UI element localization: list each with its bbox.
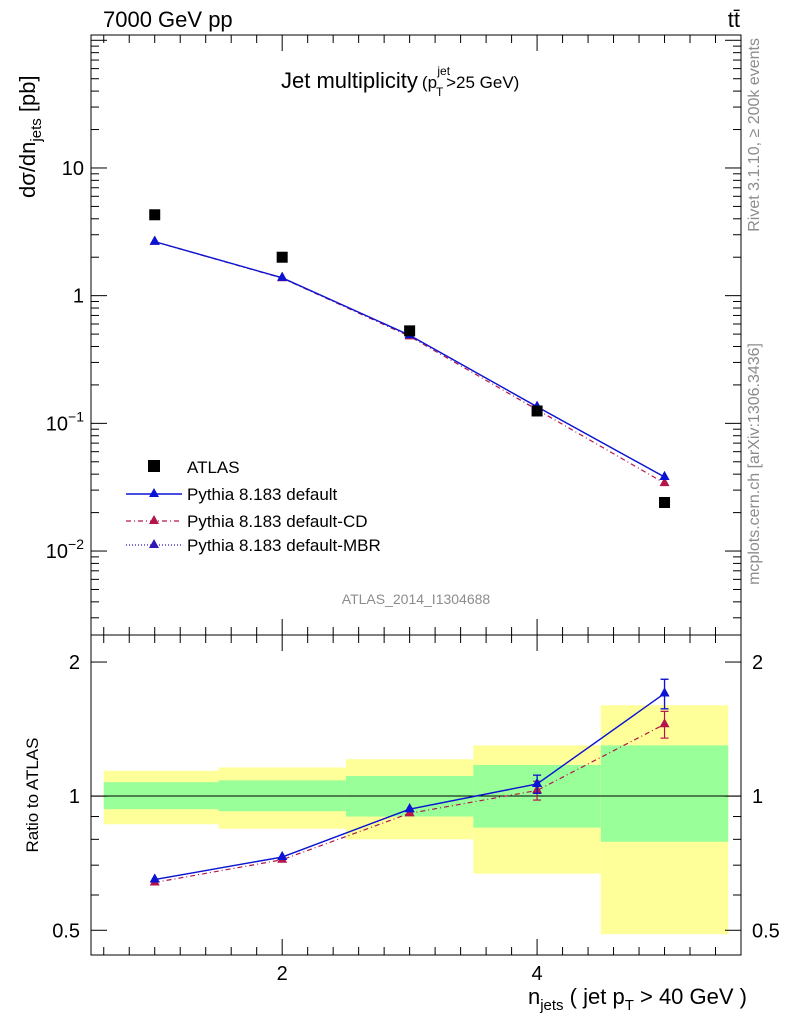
main-line-pythia-8.183-default	[154, 240, 665, 478]
legend: ATLAS Pythia 8.183 default Pythia 8.183 …	[126, 458, 381, 555]
ratio-marker	[149, 873, 160, 883]
ratio-xlabel: njets ( jet pT > 40 GeV )	[528, 984, 747, 1014]
legend-marker-default	[149, 488, 159, 497]
legend-marker-atlas	[148, 460, 160, 472]
main-ylabel: dσ/dnjets [pb]	[15, 75, 45, 198]
legend-label-mbr: Pythia 8.183 default-MBR	[187, 536, 381, 555]
main-ytick-label: 10−2	[46, 536, 84, 563]
ratio-panel: 2 2 1 1 0.5 0.5 2 4 Ratio to ATLAS njets ( jet …	[23, 634, 780, 1014]
ratio-ylabel: Ratio to ATLAS	[23, 738, 42, 853]
ratio-frame	[90, 634, 742, 956]
band-inner	[600, 745, 729, 842]
main-series	[149, 209, 671, 508]
main-marker	[149, 235, 160, 245]
ratio-bands	[103, 705, 729, 935]
ratio-series	[149, 678, 670, 886]
legend-marker-mbr	[149, 539, 159, 548]
ratio-ytick-label-right: 1	[752, 786, 763, 808]
header-right: tt̄	[728, 7, 740, 32]
atlas-point	[659, 496, 671, 508]
atlas-point	[149, 209, 161, 221]
ratio-xtick-label: 4	[532, 963, 543, 985]
main-ytick-label: 10−1	[46, 408, 84, 435]
atlas-point	[531, 405, 543, 417]
legend-label-default: Pythia 8.183 default	[187, 485, 338, 504]
main-line-pythia-8.183-default-cd	[154, 241, 665, 484]
ratio-ytick-label: 2	[69, 652, 80, 674]
ratio-ticks: 2 2 1 1 0.5 0.5 2 4	[52, 635, 780, 985]
main-line-pythia-8.183-default-mbr	[154, 241, 665, 478]
ratio-marker	[277, 851, 288, 861]
legend-marker-cd	[149, 515, 159, 524]
ratio-marker	[404, 803, 415, 813]
ratio-marker	[659, 718, 670, 728]
legend-label-atlas: ATLAS	[187, 458, 240, 477]
analysis-id: ATLAS_2014_I1304688	[342, 591, 491, 607]
ratio-ytick-label-right: 2	[752, 652, 763, 674]
ratio-ytick-label: 1	[69, 786, 80, 808]
header-left: 7000 GeV pp	[103, 7, 233, 32]
ratio-marker	[532, 777, 543, 787]
ratio-xtick-label: 2	[277, 963, 288, 985]
legend-label-cd: Pythia 8.183 default-CD	[187, 512, 368, 531]
ratio-ytick-label-right: 0.5	[752, 920, 780, 942]
main-title: Jet multiplicity (pTjet >25 GeV)	[281, 64, 519, 99]
ratio-marker	[659, 687, 670, 697]
main-ytick-label: 1	[73, 286, 84, 308]
ratio-ytick-label: 0.5	[52, 920, 80, 942]
main-ytick-label: 10	[62, 158, 84, 180]
atlas-point	[276, 251, 288, 263]
main-marker	[277, 271, 288, 281]
atlas-point	[404, 325, 416, 337]
rivet-label: Rivet 3.1.10, ≥ 200k events	[746, 38, 763, 232]
mcplots-label: mcplots.cern.ch [arXiv:1306.3436]	[746, 343, 763, 585]
main-marker	[659, 471, 670, 481]
main-marker	[659, 477, 670, 487]
main-ticks: 10 1 10−1 10−2	[46, 35, 741, 635]
main-panel: 10 1 10−1 10−2 Jet multiplicity (pTjet >25 Ge…	[15, 34, 742, 636]
